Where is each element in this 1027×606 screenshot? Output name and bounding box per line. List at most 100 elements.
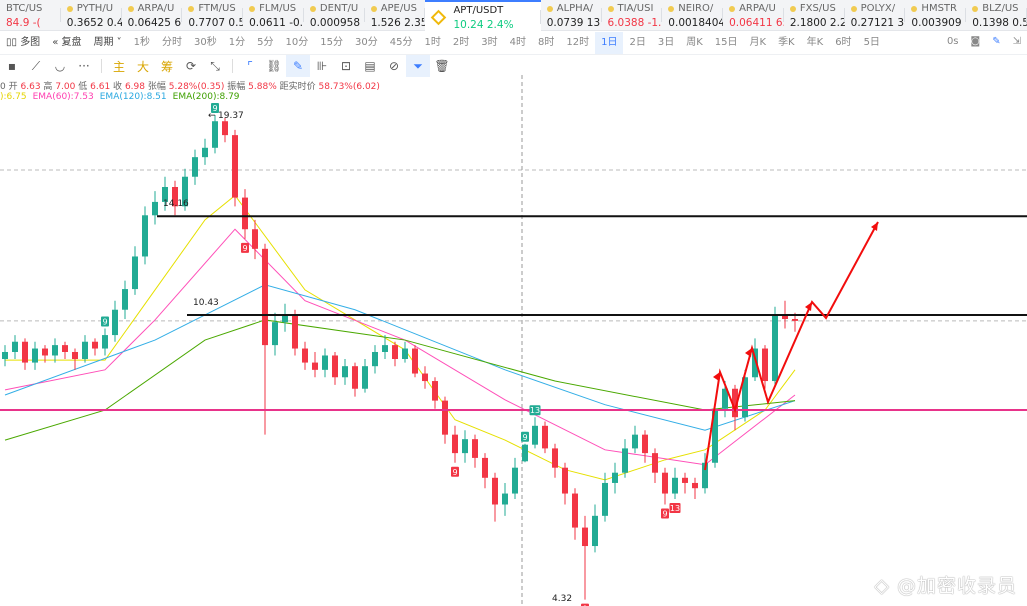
candle-body — [792, 319, 798, 321]
filter-icon[interactable]: ⏷ — [406, 55, 430, 77]
measure-icon[interactable]: ⤡ — [210, 58, 220, 73]
candle-body — [92, 341, 98, 349]
td-marker-label: 9 — [212, 104, 217, 113]
draw-pen-icon[interactable]: ✎ — [286, 55, 310, 77]
candle — [312, 351, 318, 378]
candle-body — [652, 453, 658, 473]
candle-body — [472, 439, 478, 458]
ticker-tab[interactable]: FXS/US 2.1800 2.2 — [784, 0, 845, 31]
candle — [522, 443, 528, 463]
ticker-value: 0.06411 6. — [729, 17, 784, 29]
candle — [602, 472, 608, 522]
candle — [742, 369, 748, 422]
timeframe-option[interactable]: 1分 — [228, 36, 246, 48]
ticker-tab[interactable]: FTM/US 0.7707 0.5 — [182, 0, 243, 31]
select-area-icon[interactable]: ⌜ — [247, 59, 253, 73]
timeframe-option[interactable]: 3日 — [657, 36, 675, 48]
timeframe-option[interactable]: 2时 — [452, 36, 470, 48]
td-marker-box — [661, 508, 669, 519]
ticker-symbol: ALPHA/ — [546, 3, 602, 14]
ruler-icon[interactable]: ⊪ — [316, 59, 328, 73]
cursor-icon[interactable]: ▪ — [7, 59, 17, 73]
candle-body — [402, 348, 408, 360]
candle — [432, 377, 438, 409]
timeframe-option[interactable]: 10分 — [285, 36, 309, 48]
timeframe-option[interactable]: 6时 — [835, 36, 852, 48]
main-indicator-button[interactable]: 主 — [112, 59, 125, 74]
ticker-tab[interactable]: ARPA/U 0.06425 6. — [122, 0, 182, 31]
timeframe-option[interactable]: 2日 — [629, 36, 646, 48]
timeframe-option[interactable]: 30秒 — [194, 36, 217, 48]
timeframe-option[interactable]: 季K — [778, 36, 795, 48]
candle — [542, 421, 548, 454]
timeframe-option[interactable]: 1秒 — [133, 36, 151, 48]
timeframe-option[interactable]: 45分 — [389, 36, 413, 48]
candle-body — [112, 309, 118, 336]
timeframe-option[interactable]: 15日 — [714, 36, 738, 48]
camera-icon[interactable]: ◙ — [970, 36, 981, 47]
link-icon[interactable]: ⛓ — [266, 59, 282, 73]
timeframe-option[interactable]: 15分 — [320, 36, 343, 48]
timeframe-option[interactable]: 12时 — [566, 36, 590, 48]
level-label: 10.43 — [193, 298, 219, 308]
timeframe-option[interactable]: 月K — [749, 36, 767, 48]
candle — [412, 345, 418, 378]
ema-legend-item: EMA(200):8.79 — [172, 92, 240, 102]
ticker-tab[interactable]: ARPA/U 0.06411 6. — [723, 0, 784, 31]
ticker-tab[interactable]: APT/USDT 10.24 2.4% — [425, 0, 541, 31]
big-order-button[interactable]: 大 — [136, 59, 149, 74]
chips-button[interactable]: 筹 — [160, 59, 173, 74]
magnet-icon[interactable]: ⊘ — [388, 59, 400, 73]
note-icon[interactable]: ▤ — [364, 59, 376, 73]
candle — [642, 430, 648, 463]
timeframe-option[interactable]: 1时 — [424, 36, 441, 48]
timeframe-option[interactable]: 8时 — [537, 36, 555, 48]
candle — [712, 400, 718, 468]
timeframe-option[interactable]: 4时 — [509, 36, 526, 48]
ticker-tab[interactable]: FLM/US 0.0611 -0. — [243, 0, 304, 31]
td-marker-label: 9 — [242, 244, 247, 253]
ticker-tab[interactable]: ALPHA/0.0739 13 — [541, 0, 602, 31]
curve-tool-icon[interactable]: ◡ — [54, 59, 66, 73]
high-arrow: ← — [208, 111, 216, 121]
period-dropdown[interactable]: 周期 ˅ — [93, 36, 122, 48]
ticker-tab[interactable]: POLYX/0.27121 3 — [845, 0, 906, 31]
timeframe-option[interactable]: 5分 — [257, 36, 274, 48]
candle-body — [202, 147, 208, 158]
candle-body — [582, 527, 588, 547]
ticker-tab[interactable]: NEIRO/0.0018404 — [662, 0, 723, 31]
timeframe-option[interactable]: 30分 — [355, 36, 378, 48]
line-tool-icon[interactable]: ⟋ — [31, 58, 41, 73]
more-tools-icon[interactable]: ··· — [78, 59, 90, 73]
timeframe-option[interactable]: 年K — [806, 36, 824, 48]
candle — [172, 180, 178, 216]
exit-frame-icon[interactable]: ⇲ — [1012, 36, 1021, 47]
ticker-tab[interactable]: APE/US 1.526 2.35 — [365, 0, 425, 31]
timeframe-option[interactable]: 3时 — [481, 36, 498, 48]
sync-icon[interactable]: ⟳ — [185, 59, 197, 73]
ticker-tab[interactable]: PYTH/U 0.3652 0.4 — [61, 0, 122, 31]
ticker-tab[interactable]: BTC/US 84.9 -( — [0, 0, 61, 31]
ticker-tab[interactable]: DENT/U 0.000958 — [304, 0, 365, 31]
candle — [372, 345, 378, 374]
timeframe-option[interactable]: 5日 — [863, 36, 880, 48]
multi-chart-button[interactable]: ▯▯ 多图 — [6, 36, 41, 48]
ticker-tab[interactable]: HMSTR 0.003909 — [905, 0, 966, 31]
trash-icon[interactable]: 🗑 — [434, 59, 450, 73]
timeframe-option[interactable]: 1日 — [595, 31, 624, 54]
td-marker: 9 — [241, 242, 249, 253]
ticker-tabs: BTC/US 84.9 -(PYTH/U 0.3652 0.4 ARPA/U 0.064… — [0, 0, 1027, 31]
lock-icon[interactable]: ⊡ — [340, 59, 352, 73]
ticker-tab[interactable]: TIA/USI 6.0388 -1. — [602, 0, 663, 31]
pencil-icon[interactable]: ✎ — [992, 36, 1001, 47]
ticker-tab[interactable]: BLZ/US 0.1398 0.5 — [966, 0, 1027, 31]
candle — [492, 472, 498, 522]
replay-button[interactable]: « 复盘 — [52, 36, 82, 48]
timeframe-option[interactable]: 分时 — [162, 36, 183, 48]
candle — [762, 345, 768, 389]
candle — [182, 168, 188, 211]
timeframe-option[interactable]: 周K — [686, 36, 703, 48]
candle — [582, 515, 588, 600]
ema-legend-item: ):6.75 — [0, 92, 27, 102]
